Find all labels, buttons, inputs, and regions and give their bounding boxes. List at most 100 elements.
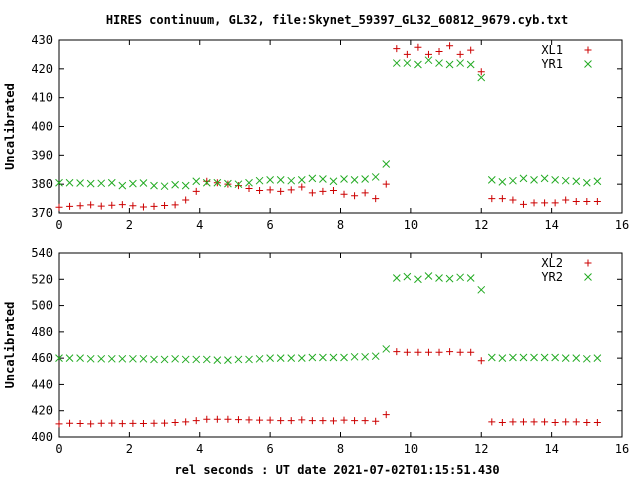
data-point xyxy=(329,177,338,186)
data-point xyxy=(55,178,63,187)
data-point xyxy=(161,202,169,210)
data-point xyxy=(519,174,528,183)
data-point xyxy=(276,175,285,184)
data-point xyxy=(287,186,295,194)
data-point xyxy=(192,187,200,195)
x-tick-label: 6 xyxy=(267,442,274,456)
data-point xyxy=(202,355,211,364)
data-point xyxy=(424,272,433,280)
data-point xyxy=(424,348,432,356)
data-point xyxy=(287,354,296,362)
data-point xyxy=(361,352,369,361)
data-point xyxy=(477,285,486,294)
x-tick-label: 12 xyxy=(474,218,488,232)
y-tick-label: 420 xyxy=(31,404,53,418)
data-point xyxy=(488,418,496,426)
data-point xyxy=(266,186,274,194)
data-point xyxy=(477,68,485,76)
data-point xyxy=(593,419,601,427)
y-tick-label: 400 xyxy=(31,430,53,444)
data-point xyxy=(372,417,380,425)
data-point xyxy=(182,418,190,426)
data-point xyxy=(340,353,348,362)
legend-label: XL1 xyxy=(541,43,563,57)
data-point xyxy=(266,354,274,362)
data-point xyxy=(382,180,390,188)
data-point xyxy=(129,354,137,363)
y-tick-label: 500 xyxy=(31,299,53,313)
data-point xyxy=(277,417,285,425)
data-point xyxy=(202,178,211,187)
data-point xyxy=(340,175,348,183)
data-point xyxy=(108,201,116,209)
data-point xyxy=(150,419,158,427)
data-point xyxy=(160,182,169,191)
y-tick-label: 430 xyxy=(31,33,53,47)
data-point xyxy=(255,176,264,185)
data-point xyxy=(287,417,295,425)
data-point xyxy=(540,174,549,183)
data-point xyxy=(530,199,538,207)
y-axis-label: Uncalibrated xyxy=(3,83,17,170)
data-point xyxy=(509,176,517,185)
series-YR1 xyxy=(55,56,602,191)
data-point xyxy=(97,419,105,427)
data-point xyxy=(107,178,116,187)
data-point xyxy=(171,201,179,209)
data-point xyxy=(234,182,242,190)
y-tick-label: 420 xyxy=(31,62,53,76)
data-point xyxy=(266,175,274,184)
data-point xyxy=(551,419,559,427)
data-point xyxy=(446,42,454,50)
data-point xyxy=(150,202,158,210)
data-point xyxy=(541,418,549,426)
x-tick-label: 8 xyxy=(337,218,344,232)
x-tick-label: 4 xyxy=(196,218,203,232)
data-point xyxy=(392,59,401,67)
data-point xyxy=(561,354,570,362)
data-point xyxy=(424,50,432,58)
data-point xyxy=(319,417,327,425)
x-tick-label: 0 xyxy=(55,218,62,232)
data-point xyxy=(392,274,401,282)
plot-panel-2: 0 2 4 6 8 10 12 14 16 400 420 440 460 480 500 520 540 Unc… xyxy=(3,246,629,456)
x-tick-label: 8 xyxy=(337,442,344,456)
data-point xyxy=(466,274,475,282)
x-tick-label: 4 xyxy=(196,442,203,456)
data-point xyxy=(541,199,549,207)
data-point xyxy=(477,357,485,365)
data-point xyxy=(150,355,158,364)
y-tick-label: 410 xyxy=(31,91,53,105)
x-tick-label: 14 xyxy=(544,442,558,456)
data-point xyxy=(593,354,602,362)
data-point xyxy=(319,187,327,195)
x-axis-label: rel seconds : UT date 2021-07-02T01:15:5… xyxy=(174,463,499,477)
data-point xyxy=(192,417,200,425)
data-point xyxy=(572,177,581,186)
data-point xyxy=(298,183,306,191)
x-tick-label: 10 xyxy=(404,442,418,456)
data-point xyxy=(414,43,422,51)
data-point xyxy=(393,45,401,53)
data-point xyxy=(583,197,591,205)
data-point xyxy=(203,177,211,185)
y-axis-label: Uncalibrated xyxy=(3,302,17,389)
data-point xyxy=(371,173,380,181)
data-point xyxy=(351,192,359,200)
series-YR2 xyxy=(55,272,602,364)
data-point xyxy=(393,348,401,356)
data-point xyxy=(361,175,369,183)
data-point xyxy=(403,272,412,281)
data-point xyxy=(583,419,591,427)
data-point xyxy=(487,353,496,362)
data-point xyxy=(530,175,538,184)
data-point xyxy=(171,180,179,189)
data-point xyxy=(245,178,253,187)
data-point xyxy=(139,203,147,211)
data-point xyxy=(55,354,63,362)
data-point xyxy=(488,195,496,203)
data-point xyxy=(382,160,391,168)
data-point xyxy=(182,196,190,204)
data-point xyxy=(308,174,317,183)
data-point xyxy=(562,418,570,426)
